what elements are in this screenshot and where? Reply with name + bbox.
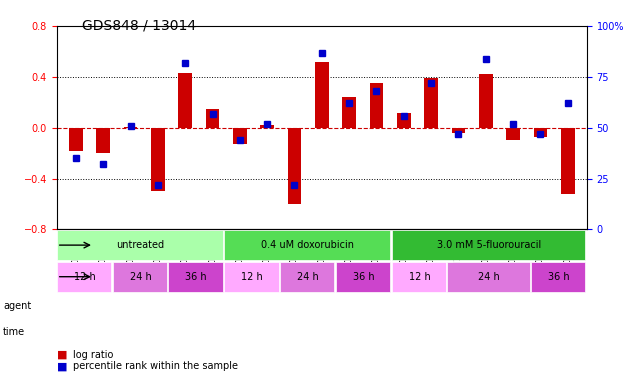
FancyBboxPatch shape — [57, 230, 223, 260]
FancyBboxPatch shape — [392, 230, 586, 260]
Bar — [124, 126, 138, 128]
Text: time: time — [3, 327, 25, 337]
Text: ■: ■ — [57, 361, 68, 371]
Text: 24 h: 24 h — [297, 272, 319, 282]
Bar — [342, 98, 356, 128]
Bar — [261, 125, 274, 128]
Text: percentile rank within the sample: percentile rank within the sample — [73, 361, 237, 371]
Text: agent: agent — [3, 301, 32, 310]
FancyBboxPatch shape — [280, 261, 334, 292]
Text: GDS848 / 13014: GDS848 / 13014 — [82, 19, 196, 33]
Bar — [151, 128, 165, 191]
Text: 3.0 mM 5-fluorouracil: 3.0 mM 5-fluorouracil — [437, 240, 541, 250]
FancyBboxPatch shape — [224, 261, 278, 292]
Bar — [179, 73, 192, 128]
FancyBboxPatch shape — [392, 261, 446, 292]
Bar — [69, 128, 83, 151]
Bar — [534, 128, 547, 136]
Bar — [479, 75, 493, 128]
Bar — [97, 128, 110, 153]
Text: 12 h: 12 h — [241, 272, 263, 282]
Bar — [288, 128, 302, 204]
FancyBboxPatch shape — [224, 230, 390, 260]
Bar — [370, 83, 383, 128]
Text: 36 h: 36 h — [548, 272, 570, 282]
Bar — [315, 62, 329, 128]
FancyBboxPatch shape — [57, 261, 111, 292]
FancyBboxPatch shape — [447, 261, 529, 292]
Text: 24 h: 24 h — [129, 272, 151, 282]
Text: 12 h: 12 h — [409, 272, 430, 282]
Bar — [206, 109, 220, 128]
Text: 12 h: 12 h — [74, 272, 95, 282]
Bar — [424, 78, 438, 128]
Text: untreated: untreated — [116, 240, 165, 250]
Bar — [233, 128, 247, 144]
Bar — [397, 112, 411, 128]
Bar — [452, 128, 465, 133]
Bar — [506, 128, 520, 141]
FancyBboxPatch shape — [168, 261, 223, 292]
FancyBboxPatch shape — [112, 261, 167, 292]
Text: 36 h: 36 h — [353, 272, 374, 282]
FancyBboxPatch shape — [531, 261, 586, 292]
Text: 36 h: 36 h — [186, 272, 207, 282]
Text: 24 h: 24 h — [478, 272, 500, 282]
Text: log ratio: log ratio — [73, 350, 113, 360]
Text: 0.4 uM doxorubicin: 0.4 uM doxorubicin — [261, 240, 355, 250]
Text: ■: ■ — [57, 350, 68, 360]
Bar — [561, 128, 575, 194]
FancyBboxPatch shape — [336, 261, 390, 292]
